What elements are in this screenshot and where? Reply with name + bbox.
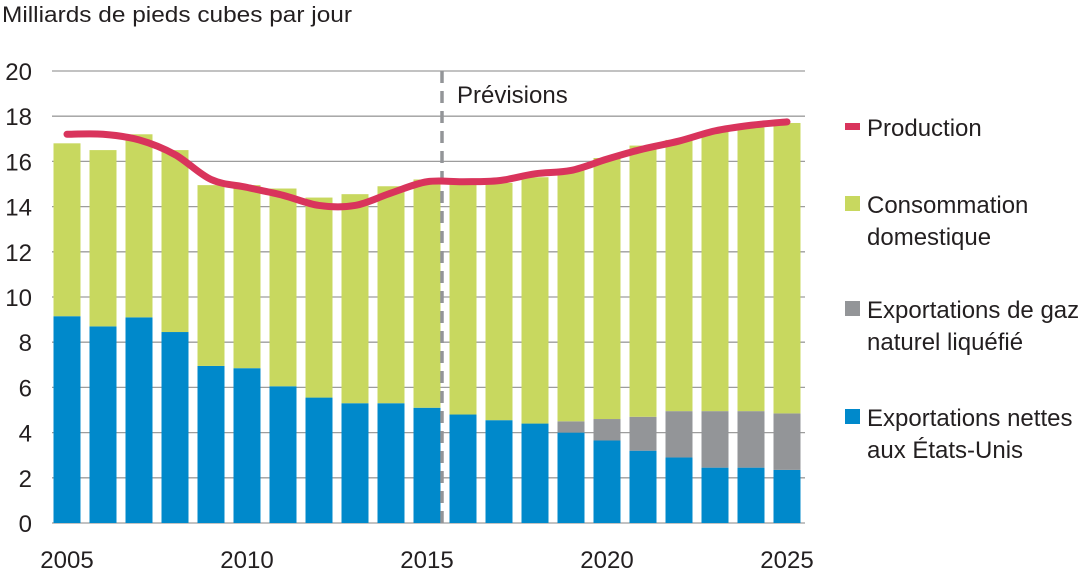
bar-segment-lng-exports (629, 416, 657, 451)
bar-segment-exports-us (233, 368, 261, 523)
bar-segment-lng-exports (665, 411, 693, 458)
bar-segment-domestic-consumption (737, 127, 765, 412)
y-tick-label: 16 (5, 149, 32, 176)
y-tick-label: 6 (19, 375, 32, 402)
bar-segment-domestic-consumption (53, 143, 81, 317)
bar-segment-exports-us (341, 403, 369, 523)
legend-swatch (845, 123, 860, 130)
legend-label: Exportations de gaz (867, 297, 1078, 324)
legend-label: Production (867, 115, 982, 142)
bar-segment-lng-exports (557, 421, 585, 433)
bar-segment-lng-exports (737, 411, 765, 468)
legend-item: Production (845, 115, 982, 142)
legend-label: naturel liquéfié (867, 329, 1023, 356)
legend: Production Consommation domestique Exportat… (845, 115, 1078, 464)
bar-segment-exports-us (377, 403, 405, 523)
bar-segment-domestic-consumption (701, 132, 729, 412)
bar-segment-domestic-consumption (521, 177, 549, 424)
bar-segment-domestic-consumption (341, 194, 369, 404)
production-line-path (63, 118, 791, 211)
bar-segment-exports-us (557, 432, 585, 523)
bar-segment-exports-us (161, 332, 189, 523)
legend-swatch (845, 409, 860, 424)
legend-label: domestique (867, 224, 991, 251)
y-tick-labels: 0 2 4 6 8 10 12 14 16 18 20 (5, 59, 32, 538)
bar-segment-domestic-consumption (377, 186, 405, 404)
bar-segment-lng-exports (773, 413, 801, 470)
bar-segment-exports-us (89, 326, 117, 523)
bar-segment-exports-us (629, 450, 657, 523)
legend-label: Consommation (867, 192, 1028, 219)
bar-segment-domestic-consumption (233, 185, 261, 369)
bar-segment-lng-exports (701, 411, 729, 468)
y-tick-label: 12 (5, 240, 32, 267)
bar-segment-domestic-consumption (449, 182, 477, 415)
forecast-label: Prévisions (457, 82, 568, 109)
bar-segment-exports-us (197, 365, 225, 523)
forecast-divider: Prévisions (440, 71, 568, 523)
legend-item: Exportations nettes aux États-Unis (845, 405, 1072, 464)
bar-segment-domestic-consumption (197, 185, 225, 366)
x-tick-labels: 2005 2010 2015 2020 2025 (40, 547, 813, 574)
legend-label: aux États-Unis (867, 437, 1023, 464)
bar-segment-exports-us (269, 386, 297, 523)
legend-item: Consommation domestique (845, 192, 1028, 251)
legend-swatch (845, 196, 860, 211)
x-tick-label: 2010 (220, 547, 273, 573)
bar-segment-domestic-consumption (557, 170, 585, 422)
x-tick-label: 2025 (760, 547, 813, 573)
bar-segment-domestic-consumption (593, 158, 621, 420)
bar-segment-domestic-consumption (485, 182, 513, 421)
bar-segment-exports-us (413, 407, 441, 523)
bar-segment-domestic-consumption (773, 122, 801, 414)
bar-segment-exports-us (53, 316, 81, 523)
bar-segment-domestic-consumption (665, 139, 693, 412)
legend-swatch (845, 301, 860, 316)
bar-segment-exports-us (125, 317, 153, 523)
bar-segment-exports-us (521, 423, 549, 523)
bar-segment-exports-us (701, 467, 729, 523)
legend-item: Exportations de gaz naturel liquéfié (845, 297, 1078, 356)
y-tick-label: 14 (5, 195, 32, 222)
bar-segment-domestic-consumption (89, 150, 117, 327)
bar-segment-exports-us (449, 414, 477, 523)
y-tick-label: 10 (5, 285, 32, 312)
y-tick-label: 2 (19, 466, 32, 493)
bar-segment-exports-us (665, 457, 693, 523)
bar-segment-exports-us (773, 469, 801, 523)
bar-segment-domestic-consumption (629, 145, 657, 417)
y-tick-label: 4 (19, 421, 32, 448)
bar-segment-domestic-consumption (413, 179, 441, 408)
y-tick-label: 0 (19, 511, 32, 538)
bar-segment-exports-us (593, 440, 621, 523)
bar-segment-exports-us (737, 467, 765, 523)
legend-label: Exportations nettes (867, 405, 1072, 432)
bar-segment-lng-exports (593, 419, 621, 441)
x-tick-label: 2005 (40, 547, 93, 573)
bar-segment-domestic-consumption (269, 188, 297, 387)
y-tick-label: 20 (5, 59, 32, 86)
bar-segment-domestic-consumption (125, 134, 153, 318)
bar-segment-domestic-consumption (305, 197, 333, 398)
y-tick-label: 8 (19, 330, 32, 357)
bar-segment-exports-us (305, 397, 333, 523)
x-tick-label: 2015 (400, 547, 453, 573)
bar-segment-exports-us (485, 420, 513, 523)
x-tick-label: 2020 (580, 547, 633, 573)
y-axis-label: Milliards de pieds cubes par jour (2, 2, 352, 27)
production-line (63, 118, 791, 211)
bar-segment-domestic-consumption (161, 150, 189, 333)
y-tick-label: 18 (5, 104, 32, 131)
bars (53, 122, 801, 523)
